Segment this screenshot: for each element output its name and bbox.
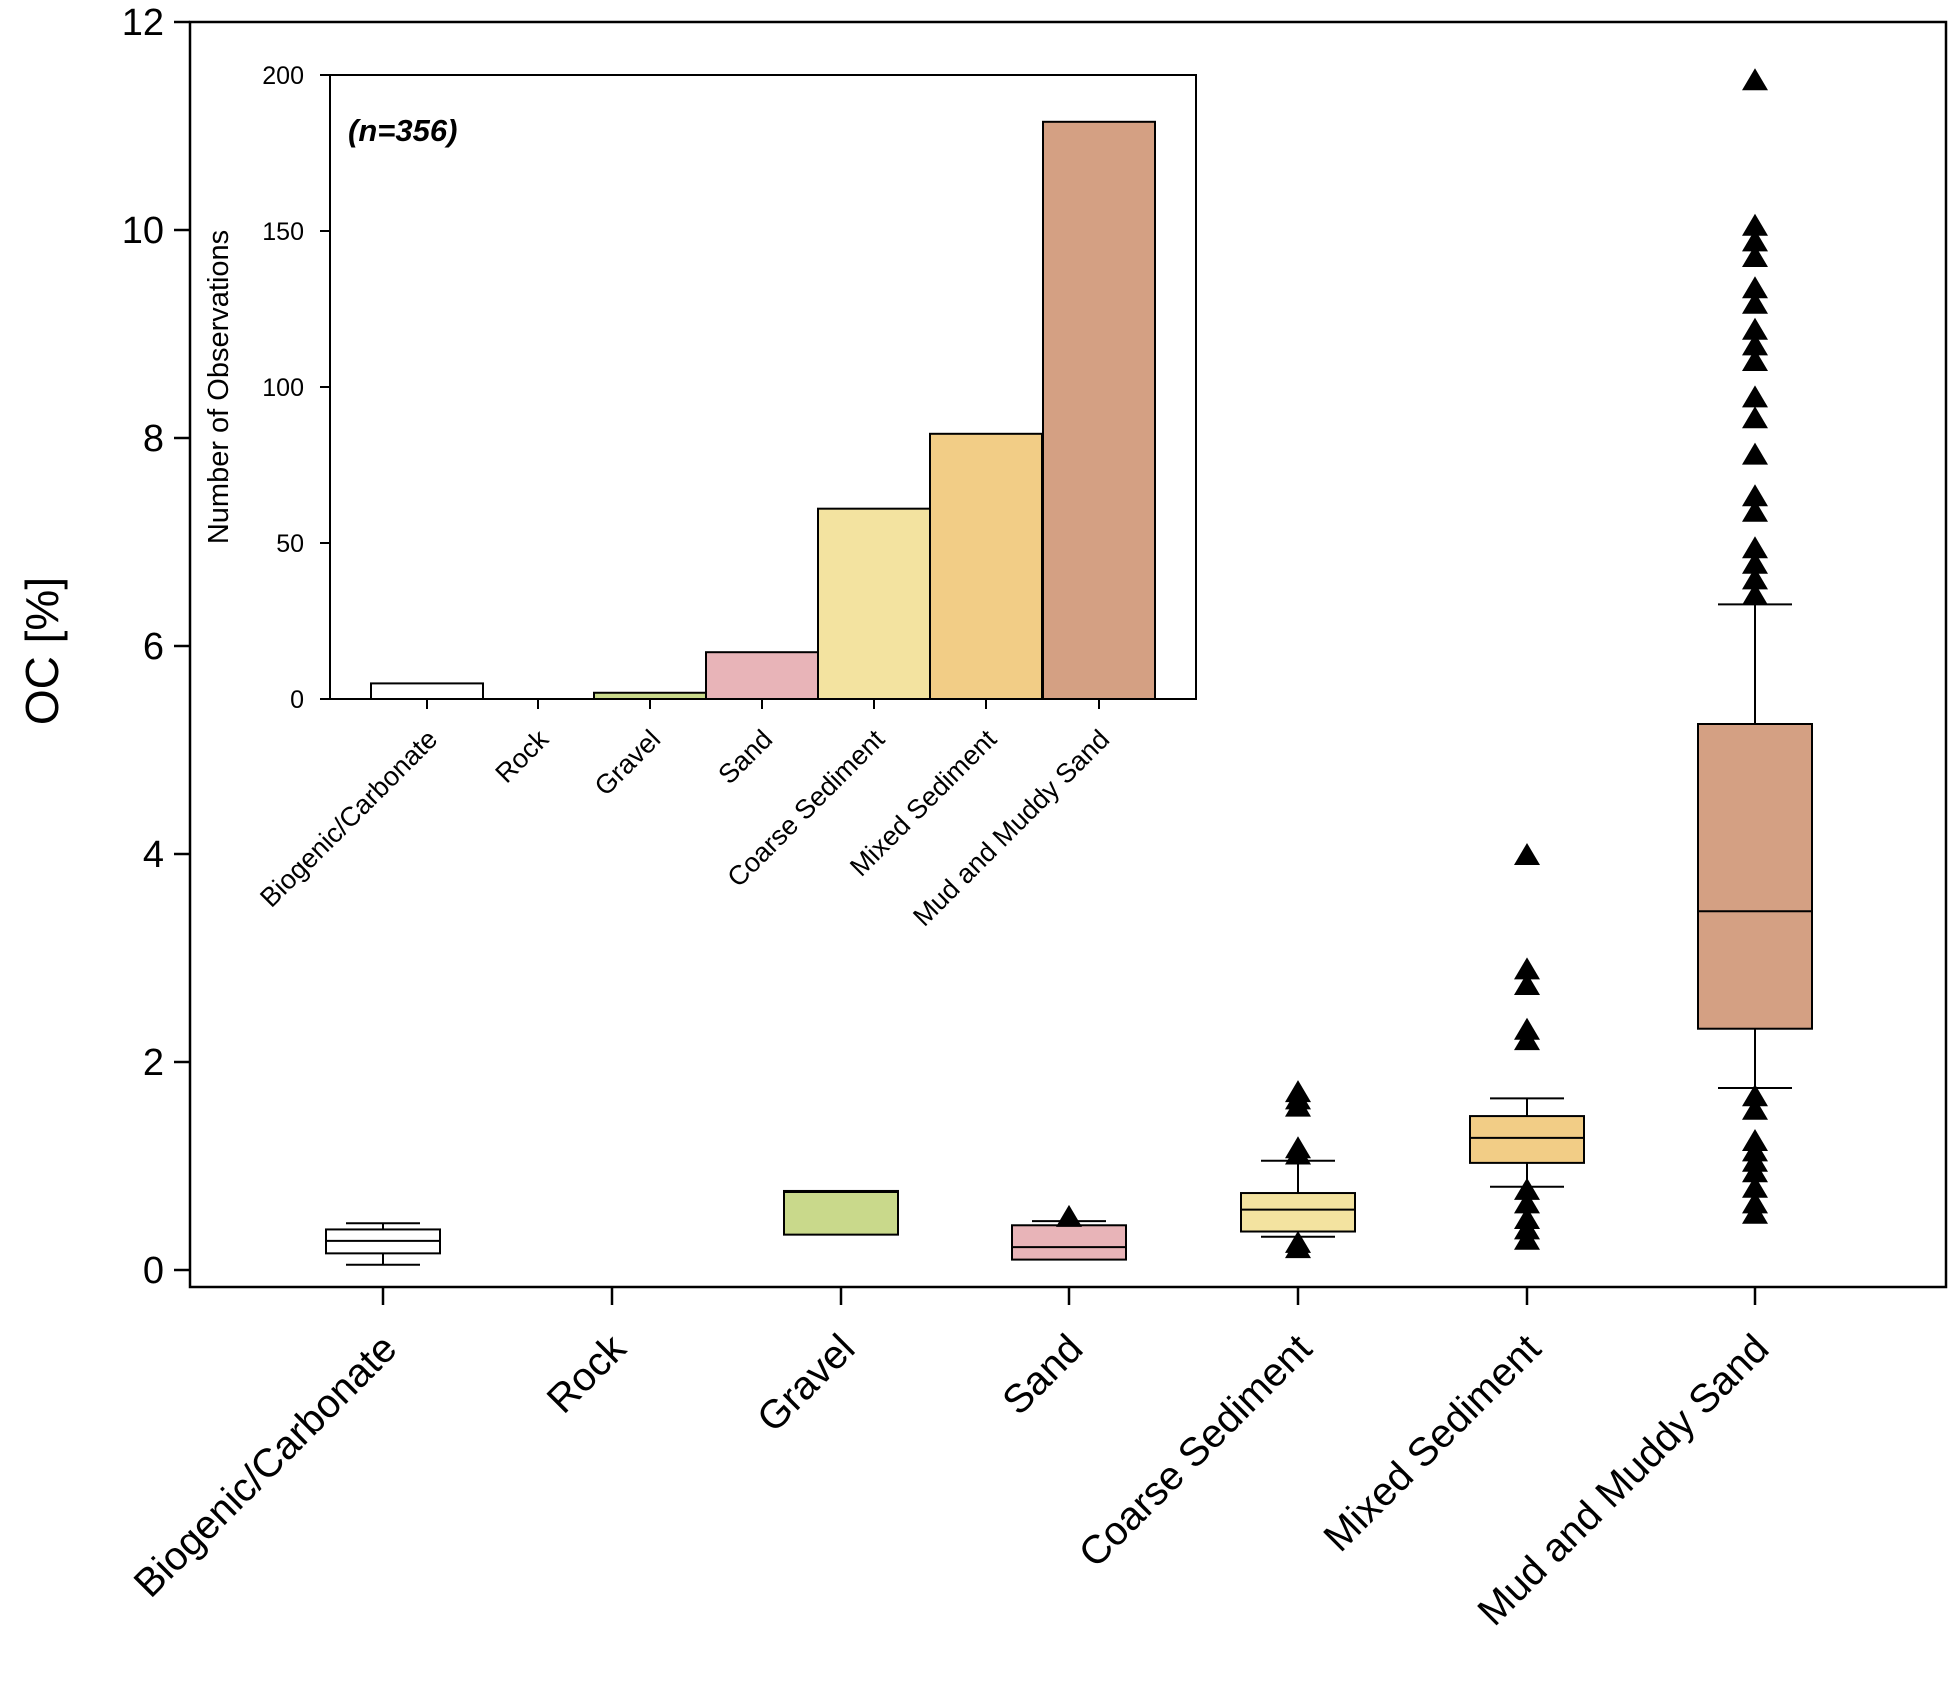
outlier-marker: [1742, 291, 1768, 314]
outlier-marker: [1742, 229, 1768, 252]
inset-bars: [370, 120, 1156, 701]
inset-x-tick-label: Sand: [712, 724, 778, 790]
inset-y-tick-label: 50: [276, 530, 304, 558]
main-y-tick-label: 6: [143, 626, 164, 668]
outlier-marker: [1742, 551, 1768, 574]
outlier-marker: [1742, 1084, 1768, 1107]
outlier-marker: [1742, 317, 1768, 340]
outlier-marker: [1285, 1230, 1311, 1253]
inset-bar: [929, 432, 1043, 700]
outlier-marker: [1742, 333, 1768, 356]
box-biogenic-carbonate: [325, 1222, 441, 1266]
inset-bar: [593, 691, 707, 701]
outlier-marker: [1742, 385, 1768, 408]
outlier-marker: [1056, 1204, 1082, 1227]
box-iqr: [1011, 1224, 1127, 1261]
outlier-marker: [1742, 484, 1768, 507]
outlier-marker: [1514, 1191, 1540, 1214]
inset-y-axis-label: Number of Observations: [203, 230, 235, 544]
inset-bar: [370, 682, 484, 701]
inset-bar: [705, 651, 819, 701]
outlier-marker: [1742, 536, 1768, 559]
box-iqr: [1697, 723, 1813, 1030]
outlier-marker: [1742, 276, 1768, 299]
main-x-tick-label: Coarse Sediment: [1071, 1326, 1321, 1576]
inset-y-tick-label: 200: [262, 62, 304, 90]
main-y-tick-label: 2: [143, 1042, 164, 1084]
outlier-marker: [1742, 245, 1768, 267]
main-boxes: [325, 68, 1813, 1266]
inset-y-tick-label: 150: [262, 218, 304, 246]
outlier-marker: [1742, 567, 1768, 590]
main-y-tick-label: 10: [122, 210, 164, 252]
box-iqr: [1469, 1115, 1585, 1164]
box-iqr: [1240, 1192, 1356, 1233]
box-sand: [1011, 1204, 1127, 1261]
outlier-marker: [1742, 583, 1768, 605]
outlier-marker: [1742, 349, 1768, 371]
box-coarse-sediment: [1240, 1080, 1356, 1259]
outlier-marker: [1285, 1080, 1311, 1103]
inset-x-tick-label: Rock: [490, 724, 555, 789]
main-y-axis-label: OC [%]: [16, 577, 68, 725]
main-x-tick-label: Sand: [994, 1326, 1091, 1423]
main-y-tick-label: 4: [143, 834, 164, 876]
main-x-tick-label: Rock: [539, 1326, 635, 1422]
box-mixed-sediment: [1469, 843, 1585, 1250]
outlier-marker: [1742, 499, 1768, 522]
outlier-marker: [1742, 213, 1768, 236]
outlier-marker: [1742, 68, 1768, 91]
main-y-tick-label: 8: [143, 418, 164, 460]
inset-y-tick-label: 0: [290, 686, 304, 714]
inset-x-tick-label: Mud and Muddy Sand: [907, 724, 1115, 932]
outlier-marker: [1742, 1191, 1768, 1214]
main-x-tick-label: Gravel: [749, 1326, 863, 1440]
outlier-marker: [1742, 406, 1768, 429]
inset-bar: [1042, 120, 1156, 701]
inset-y-tick-label: 100: [262, 374, 304, 402]
inset-bar-chart: 0 50 100 150 200 Biogenic/Carbonate Rock Grave…: [203, 62, 1197, 932]
inset-x-tick-label: Gravel: [589, 724, 666, 801]
outlier-marker: [1285, 1136, 1311, 1159]
outlier-marker: [1742, 1129, 1768, 1151]
outlier-marker: [1742, 1175, 1768, 1198]
outlier-marker: [1514, 843, 1540, 865]
main-y-tick-label: 12: [122, 2, 164, 44]
main-x-tick-label: Mixed Sediment: [1315, 1326, 1549, 1560]
box-mud-and-muddy-sand: [1697, 68, 1813, 1224]
box-gravel: [783, 1189, 899, 1236]
inset-x-tick-label: Biogenic/Carbonate: [254, 724, 443, 913]
inset-bar: [817, 507, 931, 700]
main-y-tick-label: 0: [143, 1250, 164, 1292]
outlier-marker: [1514, 1017, 1540, 1040]
outlier-marker: [1742, 442, 1768, 465]
outlier-marker: [1514, 973, 1540, 995]
outlier-marker: [1514, 957, 1540, 980]
box-iqr: [783, 1189, 899, 1236]
main-y-axis: 0 2 4 6 8 10 12: [122, 2, 190, 1292]
outlier-marker: [1514, 1207, 1540, 1229]
main-x-tick-label: Biogenic/Carbonate: [126, 1326, 406, 1606]
inset-sample-size: (n=356): [348, 113, 457, 148]
outlier-marker: [1742, 1097, 1768, 1120]
outlier-marker: [1514, 1177, 1540, 1200]
inset-y-axis: 0 50 100 150 200: [262, 62, 330, 714]
